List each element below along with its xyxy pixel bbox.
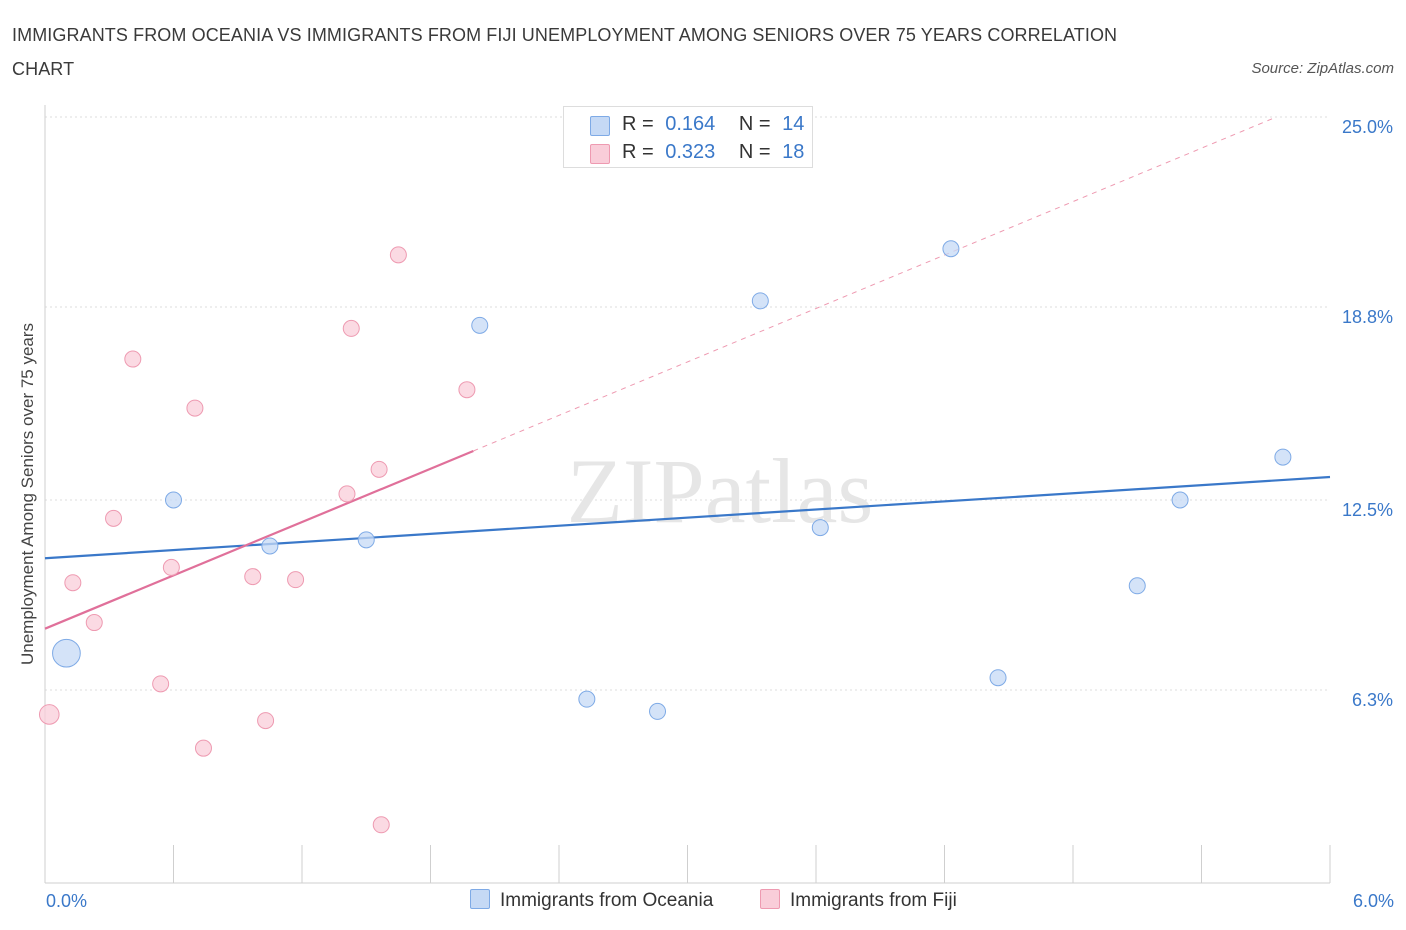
point-1-6 — [162, 558, 180, 576]
axes — [44, 105, 1331, 884]
point-1-3 — [105, 509, 123, 527]
legend-r-value-oceania: 0.164 — [665, 113, 716, 135]
point-1-7 — [186, 399, 204, 417]
legend-swatch-fiji — [590, 144, 610, 164]
bottom-legend-oceania: Immigrants from Oceania — [470, 889, 713, 912]
x-tick-label-max: 6.0% — [1352, 891, 1394, 911]
legend-r-label: R = — [622, 113, 654, 135]
bottom-legend-fiji: Immigrants from Fiji — [760, 889, 957, 912]
point-0-8 — [811, 519, 829, 537]
legend-r-value-fiji: 0.323 — [665, 141, 716, 163]
point-0-13 — [1274, 448, 1292, 466]
point-1-1 — [64, 574, 82, 592]
point-1-5 — [152, 675, 170, 693]
point-0-9 — [942, 240, 960, 258]
y-axis-label: Unemployment Among Seniors over 75 years — [18, 322, 37, 666]
trend-lines — [44, 116, 1331, 630]
y-tick-label-2: 18.8% — [1342, 307, 1393, 327]
legend-n-label: N = — [738, 141, 771, 163]
legend-r-label: R = — [622, 141, 654, 163]
point-1-14 — [370, 460, 388, 478]
point-1-17 — [458, 381, 476, 399]
y-tick-label-1: 12.5% — [1342, 500, 1393, 520]
point-1-2 — [85, 614, 103, 632]
source-label: Source: ZipAtlas.com — [1251, 60, 1394, 77]
chart-title: IMMIGRANTS FROM OCEANIA VS IMMIGRANTS FR… — [12, 25, 1118, 79]
point-0-6 — [649, 702, 667, 720]
point-0-12 — [1171, 491, 1189, 509]
point-1-12 — [342, 319, 360, 337]
point-0-1 — [165, 491, 182, 509]
legend-n-label: N = — [738, 113, 771, 135]
point-1-11 — [287, 571, 305, 589]
correlation-legend: R = 0.164 N = 14 R = 0.323 N = 18 — [563, 106, 813, 168]
point-0-5 — [578, 690, 596, 708]
data-points — [38, 240, 1292, 834]
trend-extension-1 — [473, 116, 1277, 452]
point-0-7 — [751, 292, 769, 310]
y-tick-label-3: 25.0% — [1342, 117, 1393, 137]
point-1-4 — [124, 350, 142, 368]
grid-lines — [45, 116, 1330, 691]
legend-n-value-oceania: 14 — [782, 113, 805, 135]
y-tick-label-0: 6.3% — [1352, 690, 1393, 710]
bottom-legend-swatch-oceania — [470, 889, 490, 909]
point-1-8 — [194, 739, 212, 757]
point-1-10 — [257, 712, 275, 730]
point-1-16 — [389, 246, 407, 264]
point-0-10 — [989, 669, 1007, 687]
point-1-13 — [338, 485, 356, 503]
point-1-0 — [38, 704, 60, 725]
point-0-3 — [357, 531, 375, 549]
bottom-legend-swatch-fiji — [760, 889, 780, 909]
bottom-legend-label-oceania: Immigrants from Oceania — [500, 890, 714, 911]
trend-line-0 — [44, 475, 1331, 560]
y-tick-labels: 6.3% 12.5% 18.8% 25.0% — [1342, 117, 1393, 710]
point-1-9 — [244, 568, 262, 586]
bottom-legend-label-fiji: Immigrants from Fiji — [790, 890, 957, 911]
point-1-15 — [372, 816, 390, 834]
legend-n-value-fiji: 18 — [782, 141, 805, 163]
point-0-0 — [52, 638, 81, 668]
point-0-11 — [1128, 577, 1146, 595]
point-0-2 — [261, 537, 279, 555]
legend-swatch-oceania — [590, 116, 610, 136]
trend-line-1 — [44, 449, 474, 630]
point-0-4 — [471, 316, 489, 334]
x-tick-label-min: 0.0% — [46, 891, 88, 911]
